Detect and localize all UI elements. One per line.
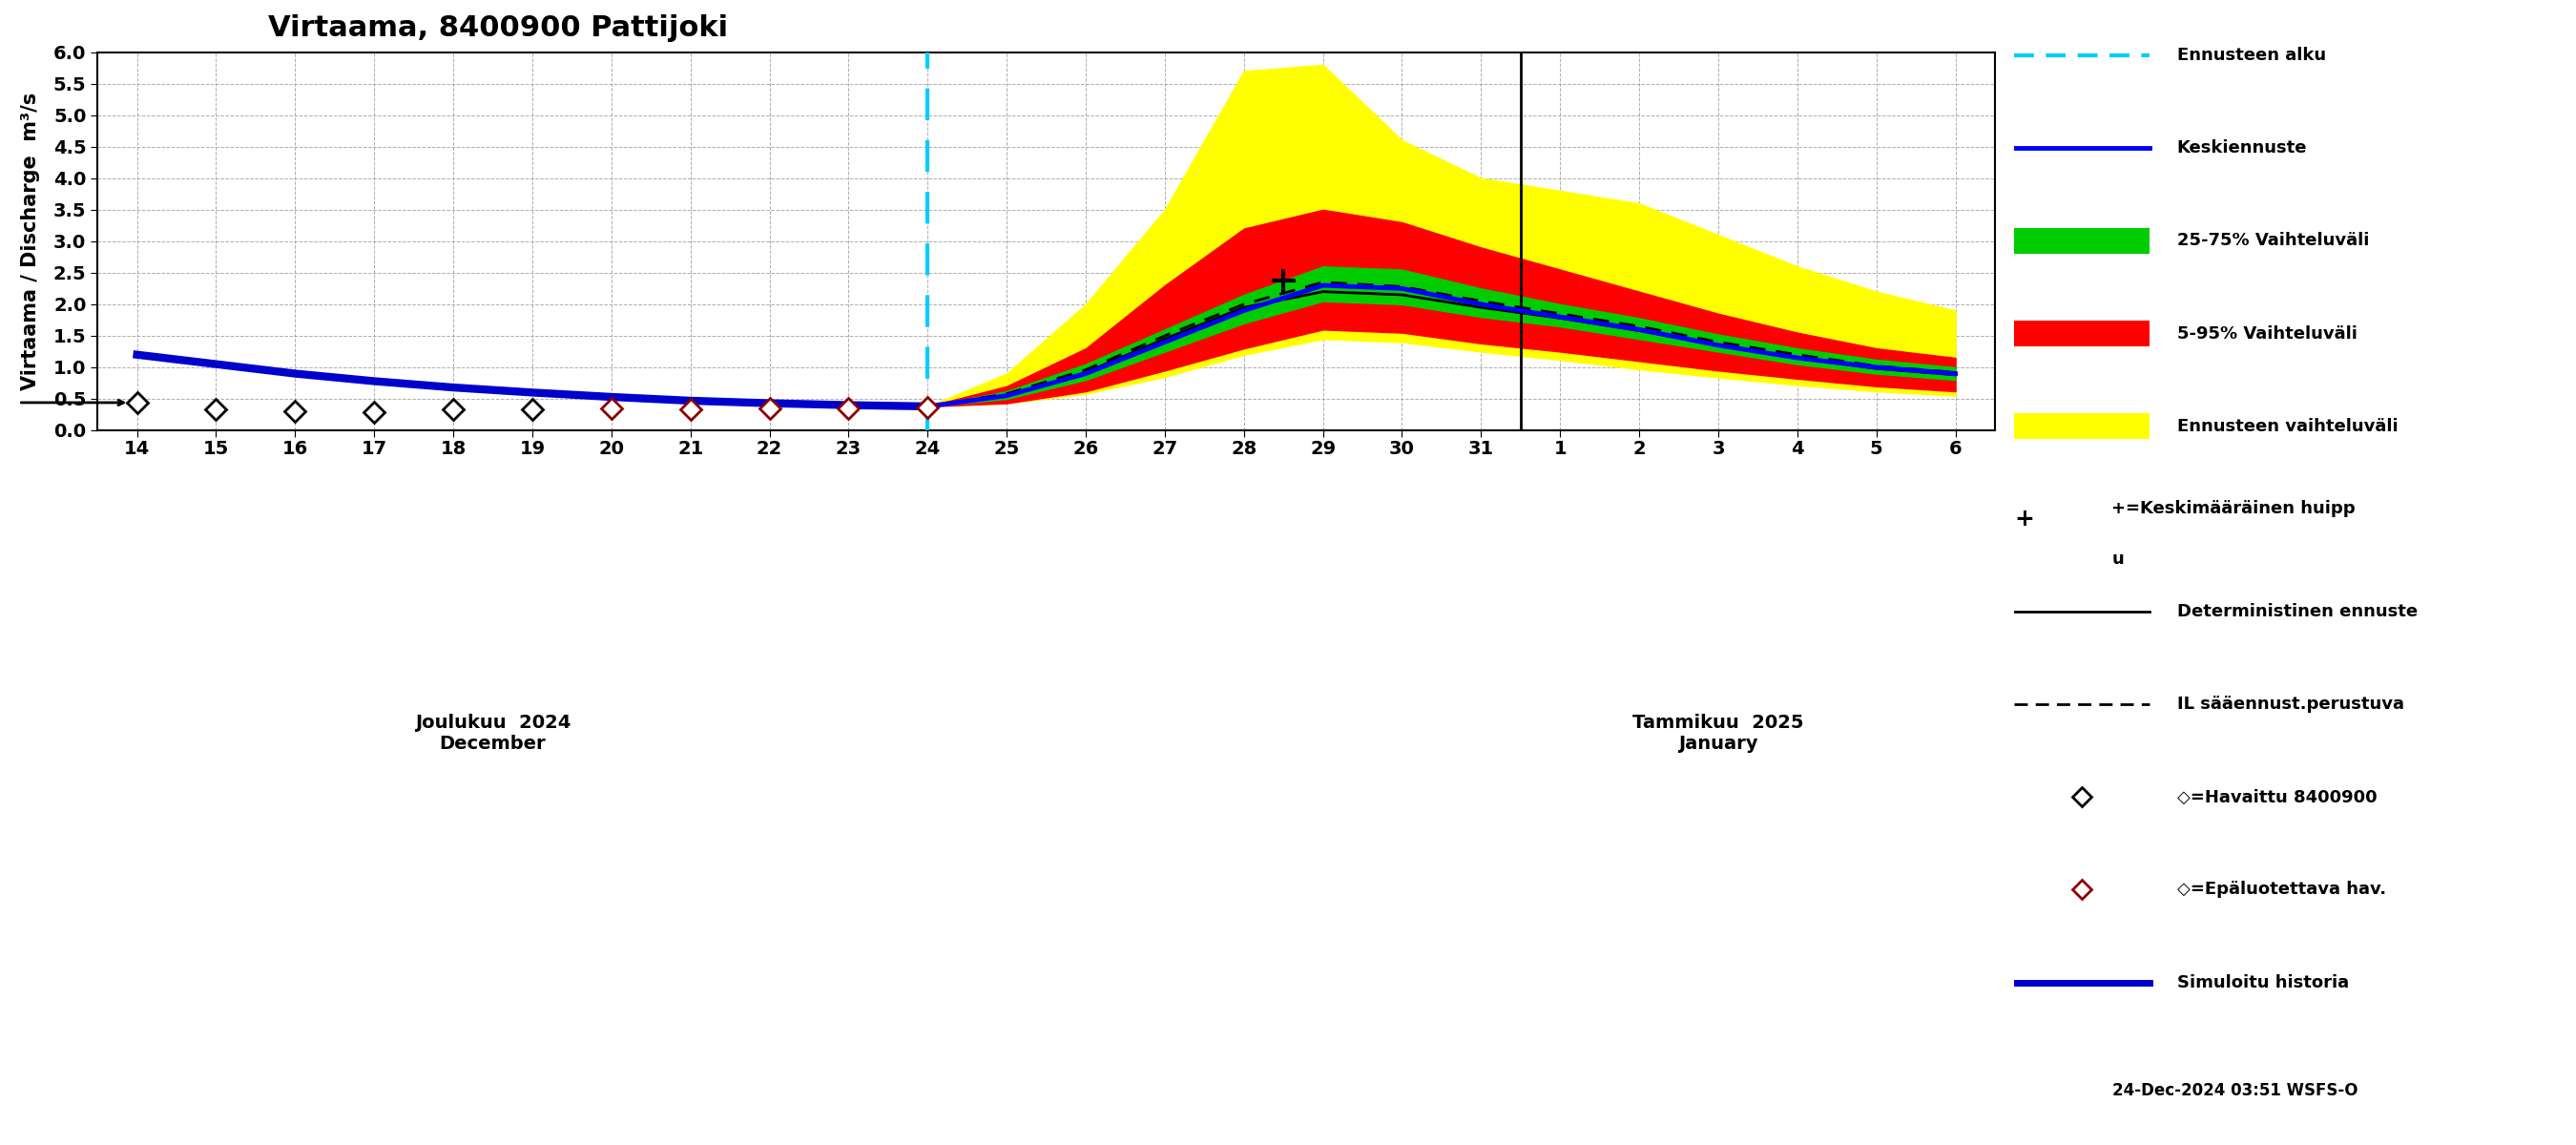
Bar [2014, 321, 2148, 346]
Text: 25-75% Vaihteluväli: 25-75% Vaihteluväli [2177, 232, 2370, 250]
Text: +: + [2014, 507, 2035, 530]
Text: 24-Dec-2024 03:51 WSFS-O: 24-Dec-2024 03:51 WSFS-O [2112, 1082, 2357, 1099]
Text: 5-95% Vaihteluväli: 5-95% Vaihteluväli [2177, 325, 2357, 342]
Text: u: u [2112, 551, 2125, 568]
Text: IL sääennust.perustuva: IL sääennust.perustuva [2177, 696, 2403, 713]
Text: Virtaama, 8400900 Pattijoki: Virtaama, 8400900 Pattijoki [268, 14, 729, 42]
Text: +=Keskimääräinen huipp: +=Keskimääräinen huipp [2112, 499, 2354, 516]
Text: Deterministinen ennuste: Deterministinen ennuste [2177, 603, 2416, 621]
Text: Joulukuu  2024
December: Joulukuu 2024 December [415, 714, 572, 753]
Bar [2014, 413, 2148, 439]
Text: ◇=Havaittu 8400900: ◇=Havaittu 8400900 [2177, 789, 2378, 806]
Text: Simuloitu historia: Simuloitu historia [2177, 973, 2349, 990]
Text: Keskiennuste: Keskiennuste [2177, 140, 2308, 157]
Text: ◇=Epäluotettava hav.: ◇=Epäluotettava hav. [2177, 882, 2385, 899]
Text: Tammikuu  2025
January: Tammikuu 2025 January [1633, 714, 1803, 753]
Bar [2014, 228, 2148, 253]
Text: Ennusteen alku: Ennusteen alku [2177, 47, 2326, 64]
Y-axis label: Virtaama / Discharge  m³/s: Virtaama / Discharge m³/s [21, 93, 41, 390]
Text: Ennusteen vaihteluväli: Ennusteen vaihteluväli [2177, 418, 2398, 435]
